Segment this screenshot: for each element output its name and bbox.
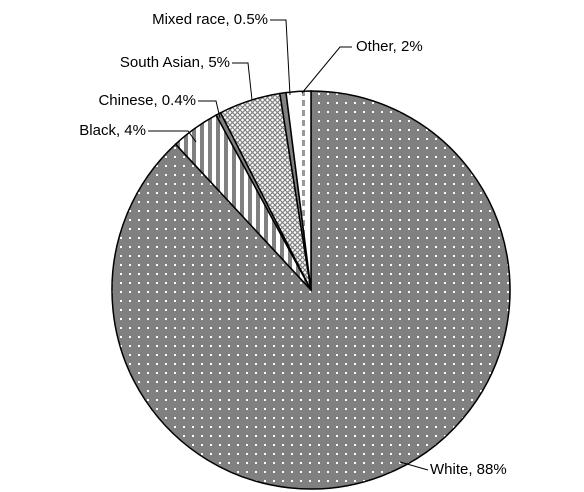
data-label: Mixed race, 0.5% bbox=[152, 11, 268, 28]
leader-line bbox=[399, 461, 429, 471]
data-label: Chinese, 0.4% bbox=[98, 92, 196, 109]
data-label: Other, 2% bbox=[356, 38, 423, 55]
leader-line bbox=[270, 19, 291, 96]
data-label: White, 88% bbox=[430, 461, 507, 478]
pie-slice bbox=[111, 90, 511, 490]
leader-line bbox=[232, 62, 253, 101]
data-label: South Asian, 5% bbox=[120, 54, 230, 71]
data-label: Black, 4% bbox=[79, 122, 146, 139]
leader-line bbox=[198, 100, 221, 119]
leader-line bbox=[148, 130, 197, 143]
pie-slice bbox=[285, 90, 312, 291]
leader-line bbox=[301, 46, 352, 94]
